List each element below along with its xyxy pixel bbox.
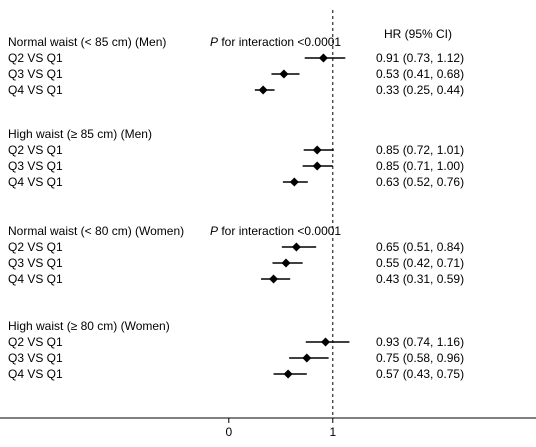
hr-value: 0.91 (0.73, 1.12) — [376, 51, 464, 65]
hr-value: 0.33 (0.25, 0.44) — [376, 83, 464, 97]
row-label: Q4 VS Q1 — [8, 175, 63, 189]
group-title: Normal waist (< 80 cm) (Women) — [8, 224, 184, 238]
hr-value: 0.65 (0.51, 0.84) — [376, 240, 464, 254]
hr-point — [291, 242, 301, 252]
row-label: Q4 VS Q1 — [8, 367, 63, 381]
hr-point — [302, 353, 312, 363]
group-title: High waist (≥ 85 cm) (Men) — [8, 127, 152, 141]
x-tick-label: 0 — [225, 425, 232, 439]
hr-point — [289, 177, 299, 187]
hr-point — [281, 258, 291, 268]
p-interaction-text: for interaction <0.0001 — [218, 224, 341, 238]
row-label: Q2 VS Q1 — [8, 335, 63, 349]
hr-point — [258, 85, 268, 95]
row-label: Q3 VS Q1 — [8, 351, 63, 365]
row-label: Q2 VS Q1 — [8, 51, 63, 65]
p-interaction-p: P — [210, 224, 218, 238]
row-label: Q4 VS Q1 — [8, 272, 63, 286]
row-label: Q4 VS Q1 — [8, 83, 63, 97]
p-interaction: P for interaction <0.0001 — [210, 224, 341, 238]
hr-point — [269, 274, 279, 284]
hr-value: 0.57 (0.43, 0.75) — [376, 367, 464, 381]
p-interaction: P for interaction <0.0001 — [210, 35, 341, 49]
hr-value: 0.85 (0.72, 1.01) — [376, 143, 464, 157]
hr-point — [312, 145, 322, 155]
hr-point — [283, 369, 293, 379]
hr-point — [321, 337, 331, 347]
row-label: Q3 VS Q1 — [8, 67, 63, 81]
hr-point — [279, 69, 289, 79]
hr-point — [318, 53, 328, 63]
row-label: Q3 VS Q1 — [8, 159, 63, 173]
hr-header: HR (95% CI) — [384, 27, 452, 41]
group-title: High waist (≥ 80 cm) (Women) — [8, 319, 170, 333]
group-title: Normal waist (< 85 cm) (Men) — [8, 35, 166, 49]
hr-value: 0.93 (0.74, 1.16) — [376, 335, 464, 349]
hr-value: 0.75 (0.58, 0.96) — [376, 351, 464, 365]
row-label: Q2 VS Q1 — [8, 143, 63, 157]
p-interaction-text: for interaction <0.0001 — [218, 35, 341, 49]
hr-value: 0.43 (0.31, 0.59) — [376, 272, 464, 286]
row-label: Q3 VS Q1 — [8, 256, 63, 270]
hr-value: 0.85 (0.71, 1.00) — [376, 159, 464, 173]
x-tick-label: 1 — [329, 425, 336, 439]
hr-value: 0.63 (0.52, 0.76) — [376, 175, 464, 189]
hr-value: 0.55 (0.42, 0.71) — [376, 256, 464, 270]
p-interaction-p: P — [210, 35, 218, 49]
hr-point — [312, 161, 322, 171]
hr-value: 0.53 (0.41, 0.68) — [376, 67, 464, 81]
row-label: Q2 VS Q1 — [8, 240, 63, 254]
